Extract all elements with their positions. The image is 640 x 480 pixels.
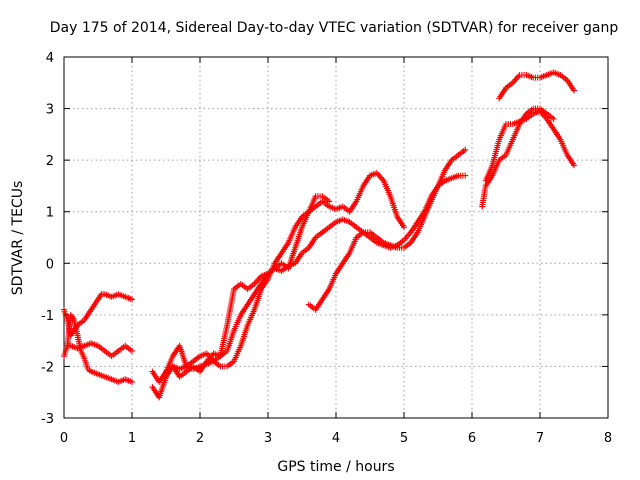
series-satellite-j — [496, 69, 577, 102]
y-axis-label: SDTVAR / TECUs — [10, 181, 26, 296]
x-tick-label: 6 — [468, 431, 476, 446]
series-markers — [163, 172, 469, 375]
x-tick-label: 7 — [536, 431, 544, 446]
series-markers — [496, 69, 577, 102]
x-tick-label: 0 — [60, 431, 68, 446]
series-satellite-c — [64, 311, 135, 385]
axis-ticks: 0 1 2 3 4 5 6 7 8 -3 -2 -1 0 1 2 3 4 — [41, 51, 612, 446]
series-satellite-h — [482, 108, 577, 184]
x-tick-label: 3 — [264, 431, 272, 446]
chart-title: Day 175 of 2014, Sidereal Day-to-day VTE… — [50, 20, 619, 36]
x-tick-label: 2 — [196, 431, 204, 446]
x-tick-label: 1 — [128, 431, 136, 446]
series-markers — [482, 108, 577, 184]
y-tick-label: 2 — [46, 154, 54, 169]
series-satellite-i — [479, 105, 557, 210]
y-tick-label: 0 — [46, 257, 54, 272]
series-satellite-g — [305, 146, 469, 313]
series-satellite-a — [61, 291, 135, 339]
series-markers — [479, 105, 557, 210]
series-satellite-f — [163, 172, 469, 375]
x-tick-label: 8 — [604, 431, 612, 446]
grid — [64, 57, 608, 418]
series-markers — [305, 146, 469, 313]
series-markers — [61, 291, 135, 339]
series-markers — [64, 311, 135, 385]
x-tick-label: 4 — [332, 431, 340, 446]
y-tick-label: -1 — [41, 309, 54, 324]
y-tick-label: -2 — [41, 360, 54, 375]
y-tick-label: 4 — [46, 51, 54, 66]
y-tick-label: -3 — [41, 412, 54, 427]
y-tick-label: 1 — [46, 206, 54, 221]
series-satellite-e — [149, 170, 407, 385]
series-markers — [61, 340, 135, 360]
y-tick-label: 3 — [46, 103, 54, 118]
series-satellite-b — [61, 340, 135, 360]
x-tick-label: 5 — [400, 431, 408, 446]
series-markers — [149, 170, 407, 385]
x-axis-label: GPS time / hours — [277, 459, 394, 475]
data-series — [61, 69, 577, 401]
